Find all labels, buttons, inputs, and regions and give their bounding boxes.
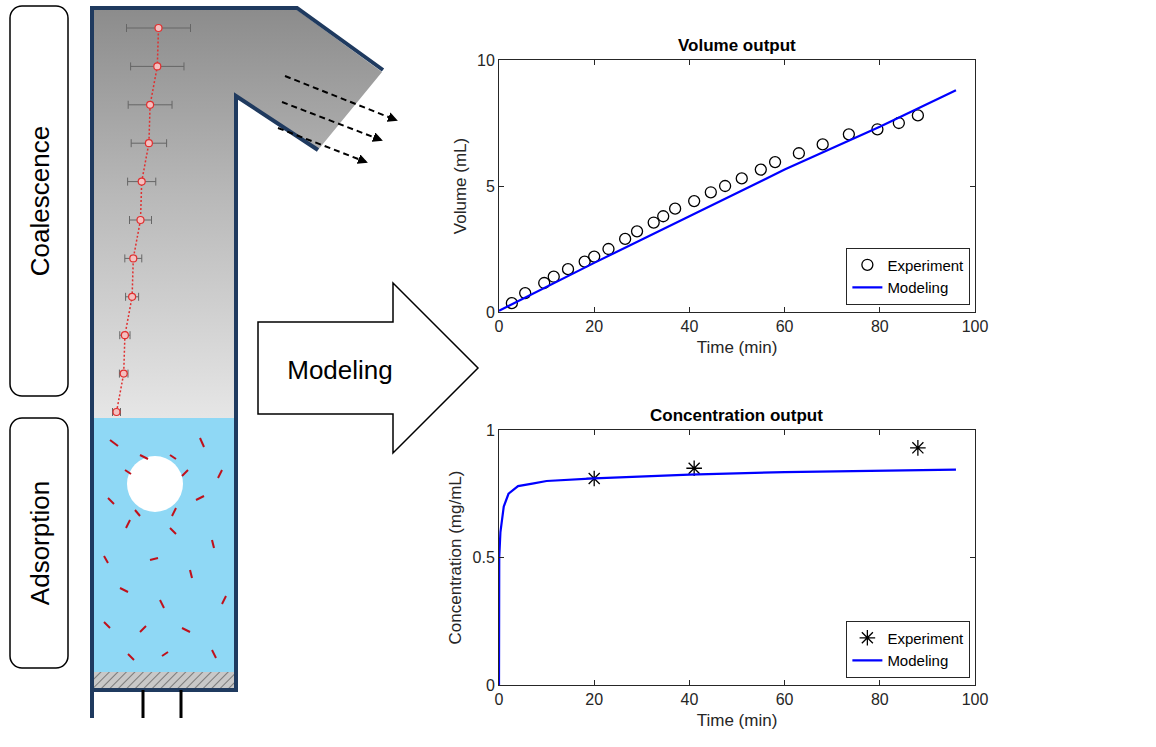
svg-text:Experiment: Experiment (887, 257, 964, 274)
svg-text:Volume output: Volume output (678, 36, 796, 55)
svg-text:0.5: 0.5 (473, 549, 495, 566)
svg-text:Modeling: Modeling (287, 355, 393, 385)
svg-text:80: 80 (871, 691, 889, 708)
svg-text:40: 40 (681, 691, 699, 708)
svg-text:Time (min): Time (min) (697, 711, 778, 730)
svg-text:80: 80 (871, 318, 889, 335)
svg-text:Experiment: Experiment (887, 630, 964, 647)
svg-text:20: 20 (585, 691, 603, 708)
svg-text:0: 0 (495, 318, 504, 335)
svg-text:0: 0 (486, 304, 495, 321)
svg-text:60: 60 (776, 318, 794, 335)
svg-text:Concentration output: Concentration output (650, 406, 823, 425)
svg-text:40: 40 (681, 318, 699, 335)
svg-text:20: 20 (585, 318, 603, 335)
svg-text:100: 100 (962, 691, 989, 708)
svg-text:0: 0 (486, 677, 495, 694)
svg-text:Modeling: Modeling (887, 279, 948, 296)
svg-text:Volume (mL): Volume (mL) (451, 138, 470, 234)
svg-text:Concentration (mg/mL): Concentration (mg/mL) (446, 471, 465, 645)
svg-text:Modeling: Modeling (887, 652, 948, 669)
svg-text:Coalescence: Coalescence (25, 126, 55, 276)
svg-text:10: 10 (477, 52, 495, 69)
svg-text:100: 100 (962, 318, 989, 335)
svg-text:0: 0 (495, 691, 504, 708)
svg-text:60: 60 (776, 691, 794, 708)
svg-text:Time (min): Time (min) (697, 338, 778, 357)
svg-text:1: 1 (486, 422, 495, 439)
svg-text:5: 5 (486, 178, 495, 195)
svg-text:Adsorption: Adsorption (25, 481, 55, 605)
